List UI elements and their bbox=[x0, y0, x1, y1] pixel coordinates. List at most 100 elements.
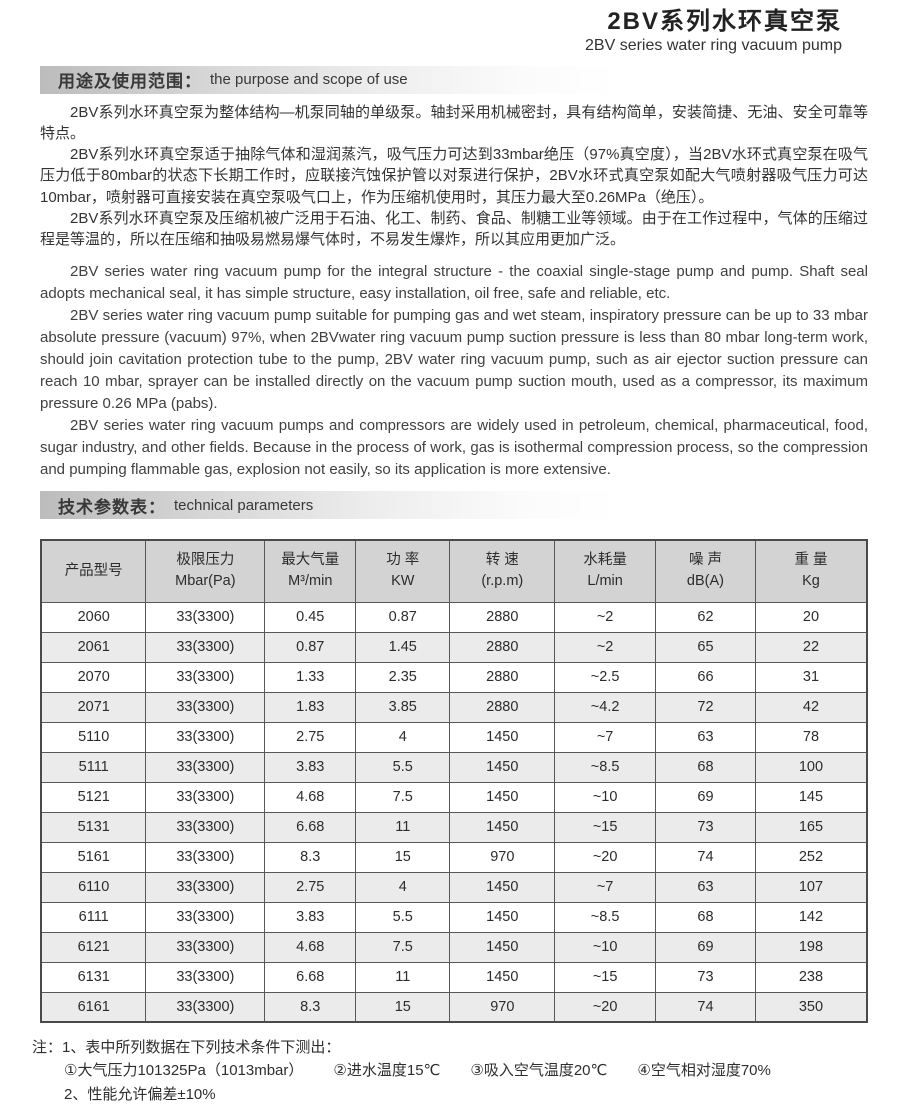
table-cell: 1450 bbox=[449, 961, 556, 993]
table-cell: ~10 bbox=[554, 931, 656, 963]
table-cell: 6161 bbox=[40, 991, 147, 1023]
column-header: 产品型号 bbox=[40, 539, 147, 603]
table-row: 5110 33(3300) 2.75 4 1450 ~7 63 78 bbox=[40, 721, 868, 753]
parameters-table-wrap: 产品型号 极限压力 Mbar(Pa) 最大气量 M³/min 功 率 KW 转 速 (r.p.m… bbox=[40, 539, 868, 1024]
paragraph-zh: 2BV系列水环真空泵为整体结构—机泵同轴的单级泵。轴封采用机械密封，具有结构简单… bbox=[40, 103, 868, 142]
table-cell: 142 bbox=[754, 901, 868, 933]
table-cell: 5121 bbox=[40, 781, 147, 813]
footnotes: 注： 1、表中所列数据在下列技术条件下测出： ①大气压力101325Pa（101… bbox=[32, 1036, 868, 1106]
table-cell: 350 bbox=[754, 991, 868, 1023]
table-cell: 3.85 bbox=[355, 691, 451, 723]
purpose-paragraphs-zh: 2BV系列水环真空泵为整体结构—机泵同轴的单级泵。轴封采用机械密封，具有结构简单… bbox=[40, 102, 868, 251]
table-cell: 2880 bbox=[449, 691, 556, 723]
table-cell: 4 bbox=[355, 721, 451, 753]
table-cell: 6121 bbox=[40, 931, 147, 963]
table-cell: 1.45 bbox=[355, 631, 451, 663]
table-cell: 11 bbox=[355, 811, 451, 843]
table-cell: 2.75 bbox=[264, 721, 357, 753]
table-cell: ~8.5 bbox=[554, 751, 656, 783]
section-header-purpose: 用途及使用范围： the purpose and scope of use bbox=[40, 65, 868, 94]
page-title-block: 2BV系列水环真空泵 2BV series water ring vacuum … bbox=[40, 8, 868, 56]
table-cell: 73 bbox=[655, 961, 756, 993]
table-cell: 1.83 bbox=[264, 691, 357, 723]
table-cell: 2071 bbox=[40, 691, 147, 723]
table-cell: 145 bbox=[754, 781, 868, 813]
table-cell: 6.68 bbox=[264, 961, 357, 993]
section-heading-en: technical parameters bbox=[174, 496, 314, 514]
table-cell: ~2.5 bbox=[554, 661, 656, 693]
parameters-table: 产品型号 极限压力 Mbar(Pa) 最大气量 M³/min 功 率 KW 转 速 (r.p.m… bbox=[40, 539, 868, 1024]
table-cell: ~15 bbox=[554, 811, 656, 843]
table-cell: 65 bbox=[655, 631, 756, 663]
table-cell: 1450 bbox=[449, 901, 556, 933]
column-header: 重 量 Kg bbox=[754, 539, 868, 603]
table-row: 2071 33(3300) 1.83 3.85 2880 ~4.2 72 42 bbox=[40, 691, 868, 723]
column-header: 极限压力 Mbar(Pa) bbox=[145, 539, 266, 603]
table-cell: 5131 bbox=[40, 811, 147, 843]
table-cell: 165 bbox=[754, 811, 868, 843]
column-header: 功 率 KW bbox=[355, 539, 451, 603]
table-cell: 100 bbox=[754, 751, 868, 783]
paragraph-en: 2BV series water ring vacuum pumps and c… bbox=[40, 417, 868, 479]
table-cell: 6131 bbox=[40, 961, 147, 993]
table-cell: 0.45 bbox=[264, 601, 357, 633]
table-cell: 1450 bbox=[449, 811, 556, 843]
table-cell: 66 bbox=[655, 661, 756, 693]
table-cell: 6111 bbox=[40, 901, 147, 933]
table-cell: 2.75 bbox=[264, 871, 357, 903]
table-cell: 7.5 bbox=[355, 931, 451, 963]
table-cell: 42 bbox=[754, 691, 868, 723]
table-cell: 15 bbox=[355, 991, 451, 1023]
table-cell: 970 bbox=[449, 991, 556, 1023]
table-cell: 22 bbox=[754, 631, 868, 663]
table-cell: 68 bbox=[655, 751, 756, 783]
table-cell: ~4.2 bbox=[554, 691, 656, 723]
table-cell: 7.5 bbox=[355, 781, 451, 813]
table-cell: 33(3300) bbox=[145, 601, 266, 633]
paragraph-en: 2BV series water ring vacuum pump for th… bbox=[40, 262, 868, 302]
table-cell: 198 bbox=[754, 931, 868, 963]
table-row: 2060 33(3300) 0.45 0.87 2880 ~2 62 20 bbox=[40, 601, 868, 633]
table-cell: 33(3300) bbox=[145, 691, 266, 723]
column-header: 转 速 (r.p.m) bbox=[449, 539, 556, 603]
table-cell: 68 bbox=[655, 901, 756, 933]
footnote-condition: ②进水温度15℃ bbox=[333, 1062, 441, 1080]
table-cell: 3.83 bbox=[264, 901, 357, 933]
footnote-text-1: 1、表中所列数据在下列技术条件下测出： bbox=[62, 1039, 341, 1057]
table-cell: 63 bbox=[655, 871, 756, 903]
table-cell: 33(3300) bbox=[145, 811, 266, 843]
table-cell: 4 bbox=[355, 871, 451, 903]
table-cell: ~10 bbox=[554, 781, 656, 813]
section-heading-zh: 技术参数表： bbox=[58, 497, 166, 517]
table-cell: 0.87 bbox=[264, 631, 357, 663]
table-header-row: 产品型号 极限压力 Mbar(Pa) 最大气量 M³/min 功 率 KW 转 速 (r.p.m… bbox=[40, 539, 868, 603]
paragraph-en: 2BV series water ring vacuum pump suitab… bbox=[40, 306, 868, 412]
table-cell: 1450 bbox=[449, 721, 556, 753]
table-cell: 970 bbox=[449, 841, 556, 873]
table-cell: 73 bbox=[655, 811, 756, 843]
table-cell: 8.3 bbox=[264, 841, 357, 873]
section-heading-zh: 用途及使用范围： bbox=[58, 72, 202, 92]
table-cell: 252 bbox=[754, 841, 868, 873]
table-cell: 2061 bbox=[40, 631, 147, 663]
footnote-conditions: ①大气压力101325Pa（1013mbar） ②进水温度15℃ ③吸入空气温度20… bbox=[32, 1059, 868, 1082]
table-cell: ~8.5 bbox=[554, 901, 656, 933]
table-cell: 5.5 bbox=[355, 901, 451, 933]
table-cell: 63 bbox=[655, 721, 756, 753]
column-header: 水耗量 L/min bbox=[554, 539, 656, 603]
purpose-paragraphs-en: 2BV series water ring vacuum pump for th… bbox=[40, 261, 868, 481]
table-row: 6121 33(3300) 4.68 7.5 1450 ~10 69 198 bbox=[40, 931, 868, 963]
table-cell: 2880 bbox=[449, 601, 556, 633]
table-cell: ~20 bbox=[554, 991, 656, 1023]
footnote-line-1: 注： 1、表中所列数据在下列技术条件下测出： bbox=[32, 1036, 868, 1059]
table-head: 产品型号 极限压力 Mbar(Pa) 最大气量 M³/min 功 率 KW 转 速 (r.p.m… bbox=[40, 539, 868, 603]
table-cell: 1450 bbox=[449, 931, 556, 963]
table-cell: 1450 bbox=[449, 871, 556, 903]
table-cell: 33(3300) bbox=[145, 631, 266, 663]
table-row: 5121 33(3300) 4.68 7.5 1450 ~10 69 145 bbox=[40, 781, 868, 813]
table-cell: 2060 bbox=[40, 601, 147, 633]
table-cell: 4.68 bbox=[264, 781, 357, 813]
section-heading-en: the purpose and scope of use bbox=[210, 71, 408, 89]
page-title-zh: 2BV系列水环真空泵 bbox=[607, 8, 842, 35]
